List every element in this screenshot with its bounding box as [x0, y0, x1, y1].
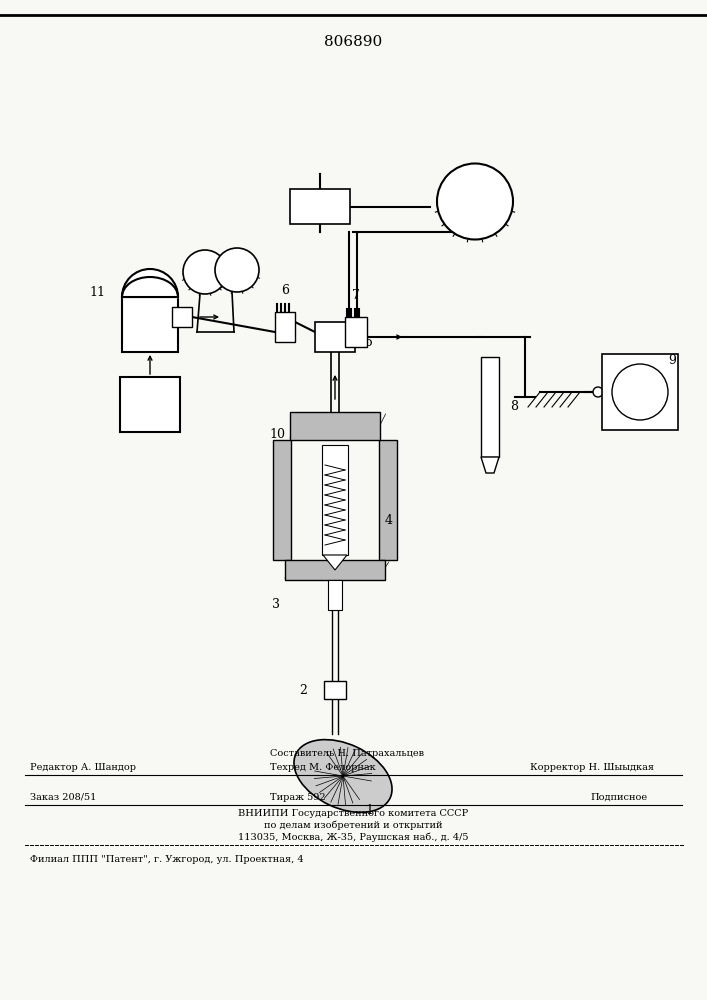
Text: 2: 2	[299, 684, 307, 698]
Text: 6: 6	[281, 284, 289, 297]
Bar	[379, 440, 397, 560]
Bar	[345, 317, 367, 347]
Bar	[172, 307, 192, 327]
Wedge shape	[122, 269, 178, 297]
Text: 7: 7	[352, 289, 360, 302]
Text: Составитель Н. Патрахальцев: Составитель Н. Патрахальцев	[270, 748, 424, 758]
Ellipse shape	[294, 740, 392, 812]
Bar	[285, 560, 385, 580]
Text: 806890: 806890	[324, 35, 382, 49]
Circle shape	[593, 387, 603, 397]
Bar	[322, 445, 348, 555]
Circle shape	[437, 163, 513, 239]
Text: 8: 8	[510, 400, 518, 414]
Bar	[315, 322, 355, 352]
Text: 10: 10	[269, 428, 285, 442]
Text: Филиал ППП "Патент", г. Ужгород, ул. Проектная, 4: Филиал ППП "Патент", г. Ужгород, ул. Про…	[30, 856, 303, 864]
Bar	[290, 189, 350, 224]
Bar	[481, 357, 499, 457]
Circle shape	[183, 250, 227, 294]
Text: Корректор Н. Шыыдкая: Корректор Н. Шыыдкая	[530, 762, 654, 772]
Bar	[273, 440, 291, 560]
Circle shape	[612, 364, 668, 420]
Bar	[324, 681, 346, 699]
Text: ВНИИПИ Государственного комитета СССР: ВНИИПИ Государственного комитета СССР	[238, 808, 468, 818]
Text: Подписное: Подписное	[590, 792, 647, 802]
Bar	[328, 580, 342, 610]
Polygon shape	[323, 555, 347, 570]
Bar	[602, 354, 678, 430]
Text: Тираж 592: Тираж 592	[270, 792, 326, 802]
Text: 113035, Москва, Ж-35, Раушская наб., д. 4/5: 113035, Москва, Ж-35, Раушская наб., д. …	[238, 832, 468, 842]
Text: по делам изобретений и открытий: по делам изобретений и открытий	[264, 820, 443, 830]
Text: 3: 3	[272, 598, 280, 611]
Polygon shape	[481, 457, 499, 473]
Bar	[122, 297, 178, 352]
Bar	[120, 377, 180, 432]
Text: Редактор А. Шандор: Редактор А. Шандор	[30, 762, 136, 772]
Bar	[275, 312, 295, 342]
Text: 11: 11	[89, 286, 105, 298]
Text: 1: 1	[365, 804, 373, 818]
Text: 5: 5	[365, 336, 373, 349]
Text: Техред М. Фелорнак: Техред М. Фелорнак	[270, 762, 375, 772]
Text: 9: 9	[668, 354, 676, 367]
Bar	[290, 412, 380, 440]
Text: 4: 4	[385, 514, 393, 526]
Text: Заказ 208/51: Заказ 208/51	[30, 792, 96, 802]
Circle shape	[215, 248, 259, 292]
